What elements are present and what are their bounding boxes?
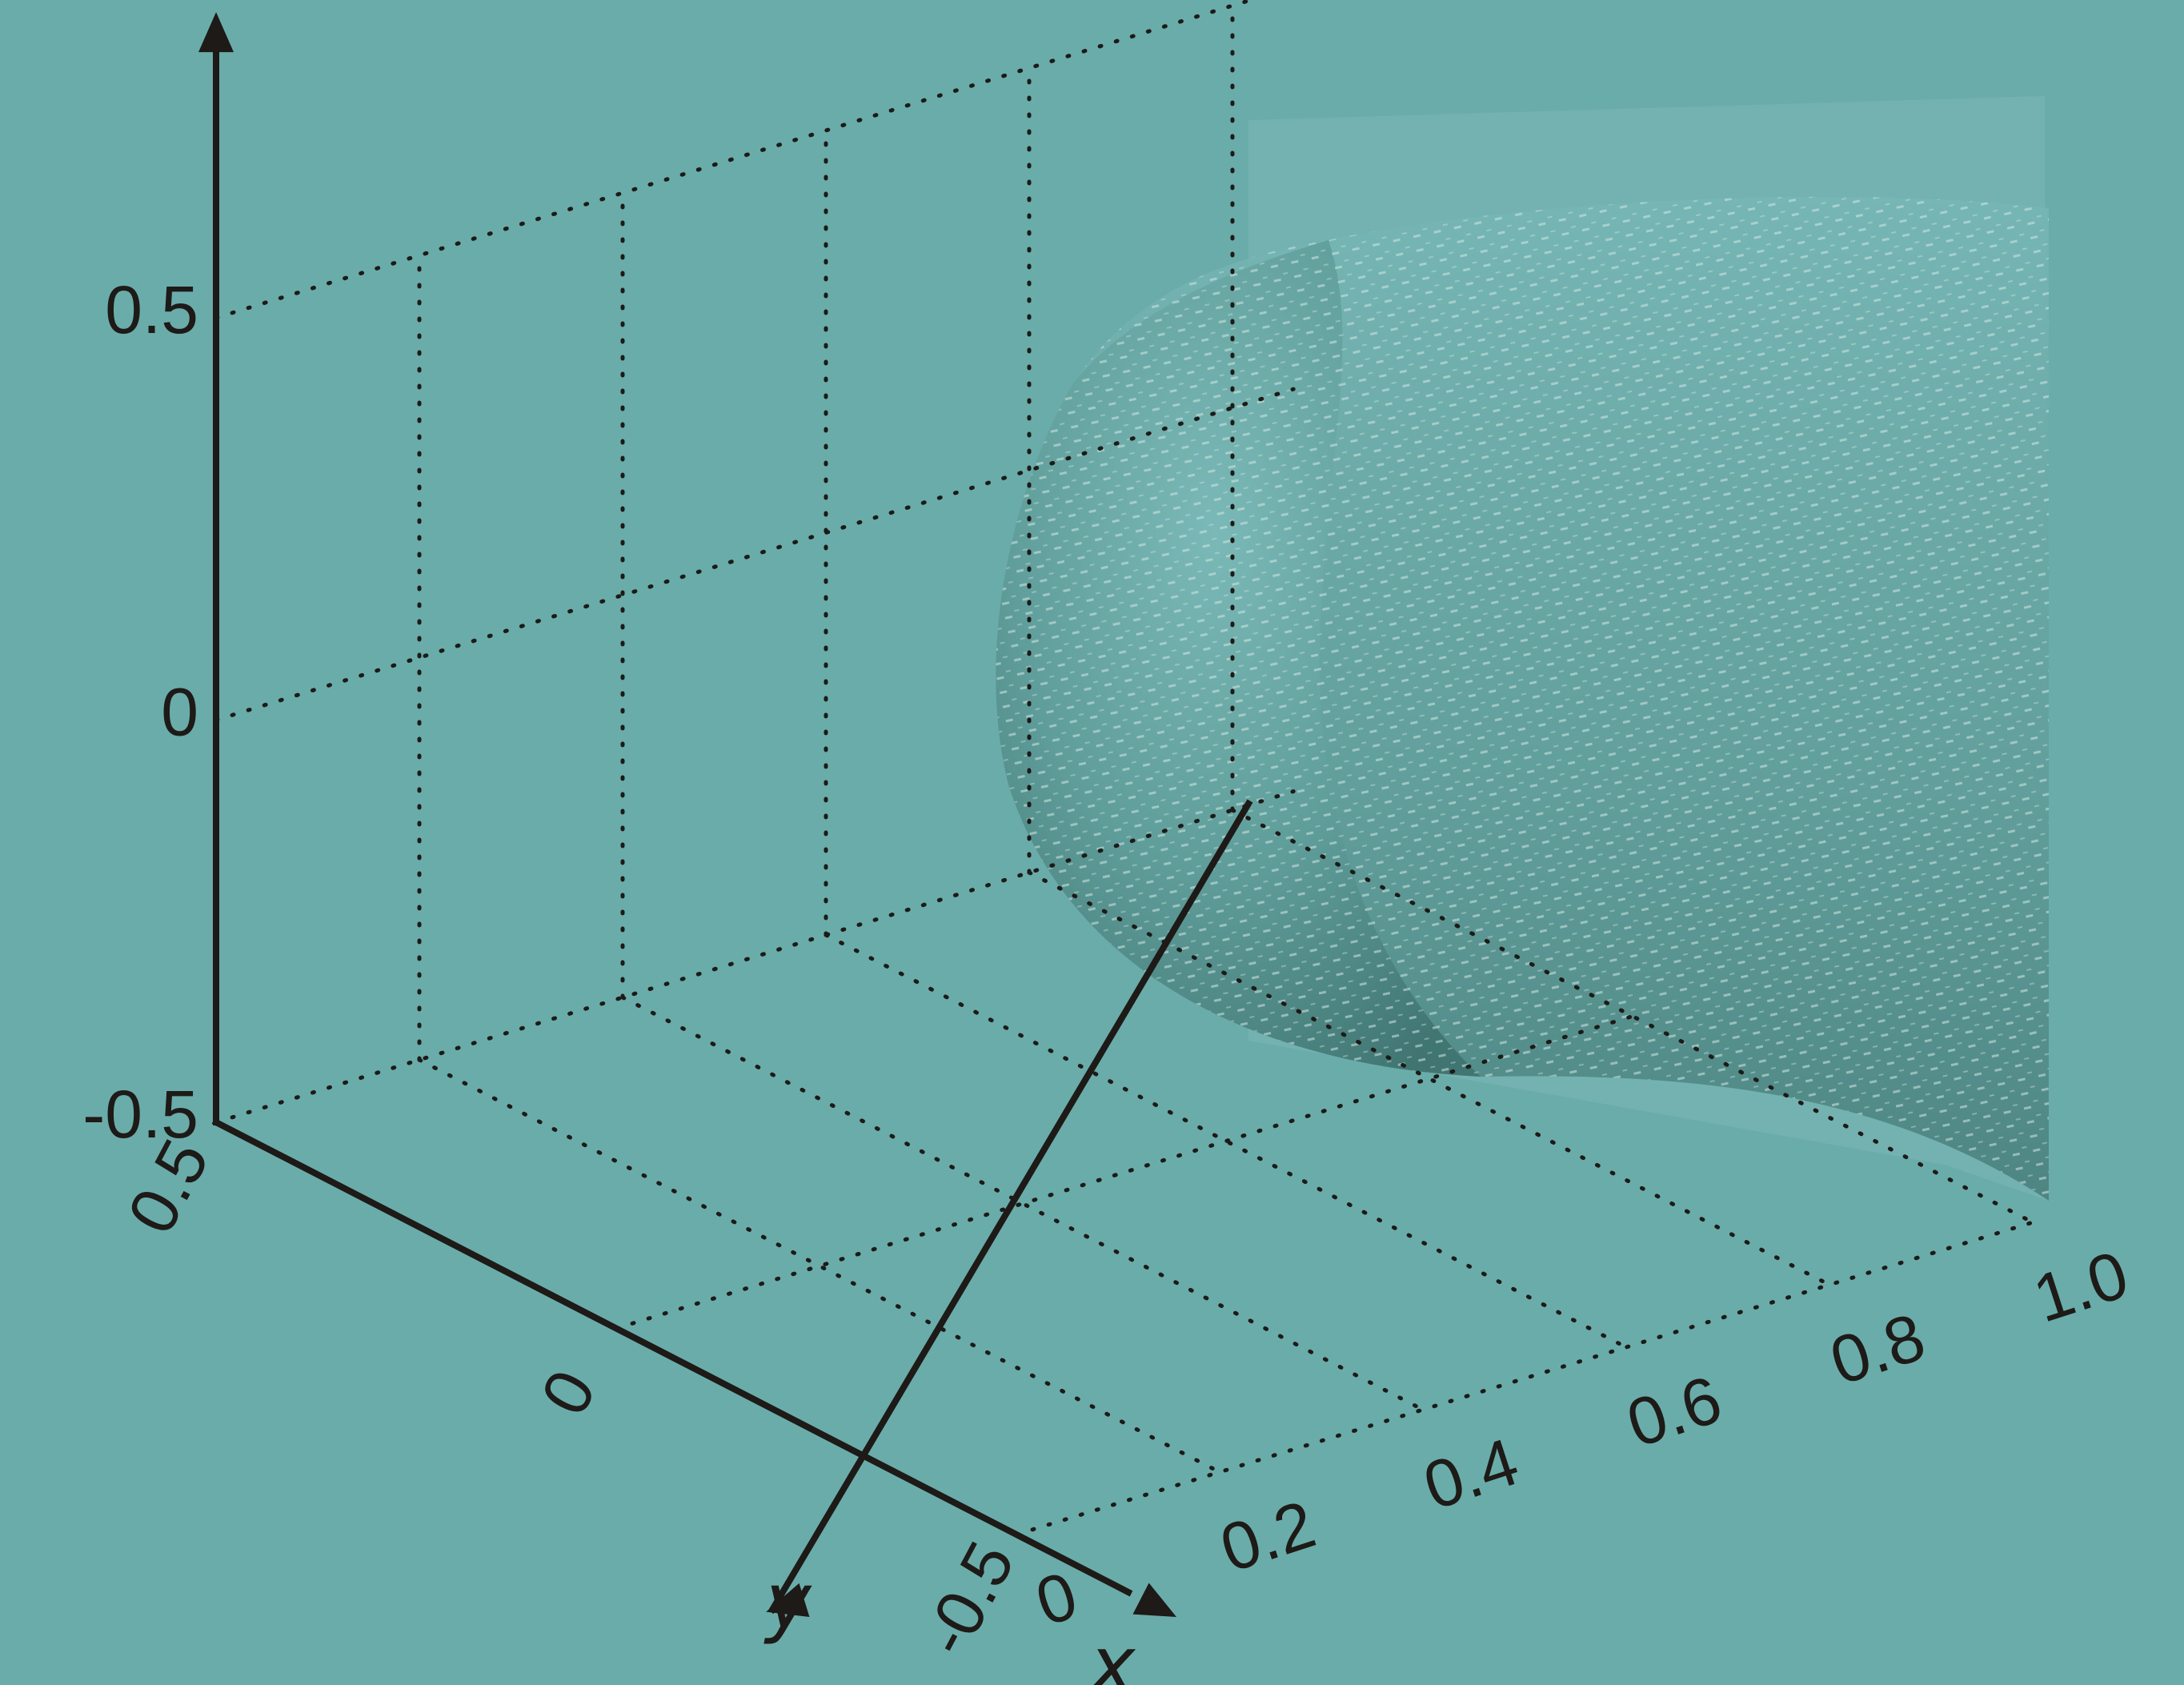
y-tick-label-1.0: 1.0 (2025, 1236, 2137, 1336)
grid-line-backwall-z-0.5 (214, 0, 1258, 320)
x-axis-line (211, 1117, 1133, 1597)
grid-line-backwall-z--0.5 (214, 789, 1296, 1125)
axes (198, 12, 1253, 1617)
y-tick-label-0.2: 0.2 (1212, 1486, 1324, 1586)
x-tick-label-0: 0 (527, 1358, 611, 1426)
z-tick-label-0: 0 (161, 675, 198, 750)
x-axis-title: x (1088, 1620, 1136, 1685)
surface-texture (996, 196, 2049, 1202)
y-tick-label-0.8: 0.8 (1821, 1298, 1934, 1398)
y-tick-label-0.6: 0.6 (1618, 1361, 1730, 1461)
grid-line-floor-y-0.6 (824, 933, 1629, 1350)
y-axis-line (767, 799, 1253, 1615)
grid-line-floor-y-1.0 (1230, 808, 2035, 1225)
grid-line-backwall-z-0 (214, 387, 1296, 722)
x-axis-arrowhead (1132, 1583, 1176, 1617)
surface-plot (996, 96, 2049, 1202)
y-axis-arrowhead (766, 1583, 810, 1617)
grid-line-floor-y-0.4 (620, 995, 1425, 1412)
y-tick-label-0.4: 0.4 (1415, 1423, 1527, 1523)
y-axis-title: y (763, 1557, 812, 1647)
grid-line-floor-y-0.8 (1027, 870, 1832, 1287)
z-axis-arrowhead (198, 12, 234, 53)
y-tick-label-0: 0 (1027, 1557, 1085, 1640)
z-tick-label--0.5: -0.5 (82, 1077, 198, 1152)
z-tick-label-0.5: 0.5 (105, 272, 198, 347)
grid (214, 0, 2035, 1537)
grid-line-floor-y-0.2 (417, 1057, 1222, 1474)
x-tick-label--0.5: -0.5 (908, 1530, 1029, 1667)
